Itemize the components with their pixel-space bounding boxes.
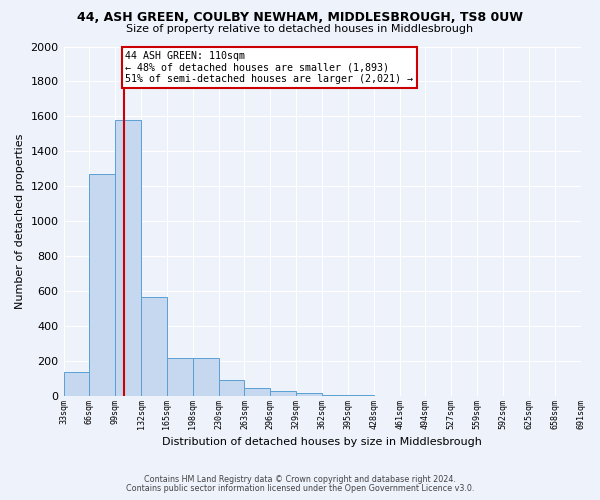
Bar	[167, 358, 193, 397]
Text: 44, ASH GREEN, COULBY NEWHAM, MIDDLESBROUGH, TS8 0UW: 44, ASH GREEN, COULBY NEWHAM, MIDDLESBRO…	[77, 11, 523, 24]
Bar	[193, 358, 218, 397]
Text: Contains public sector information licensed under the Open Government Licence v3: Contains public sector information licen…	[126, 484, 474, 493]
Bar	[115, 120, 141, 396]
Bar	[244, 388, 271, 396]
Y-axis label: Number of detached properties: Number of detached properties	[15, 134, 25, 309]
Bar	[322, 394, 348, 396]
Text: Contains HM Land Registry data © Crown copyright and database right 2024.: Contains HM Land Registry data © Crown c…	[144, 475, 456, 484]
Text: 44 ASH GREEN: 110sqm
← 48% of detached houses are smaller (1,893)
51% of semi-de: 44 ASH GREEN: 110sqm ← 48% of detached h…	[125, 51, 413, 84]
Bar	[89, 174, 115, 396]
Bar	[64, 372, 89, 396]
Bar	[271, 391, 296, 396]
Text: Size of property relative to detached houses in Middlesbrough: Size of property relative to detached ho…	[127, 24, 473, 34]
Bar	[218, 380, 244, 396]
Bar	[296, 393, 322, 396]
X-axis label: Distribution of detached houses by size in Middlesbrough: Distribution of detached houses by size …	[162, 438, 482, 448]
Bar	[348, 394, 374, 396]
Bar	[141, 296, 167, 396]
